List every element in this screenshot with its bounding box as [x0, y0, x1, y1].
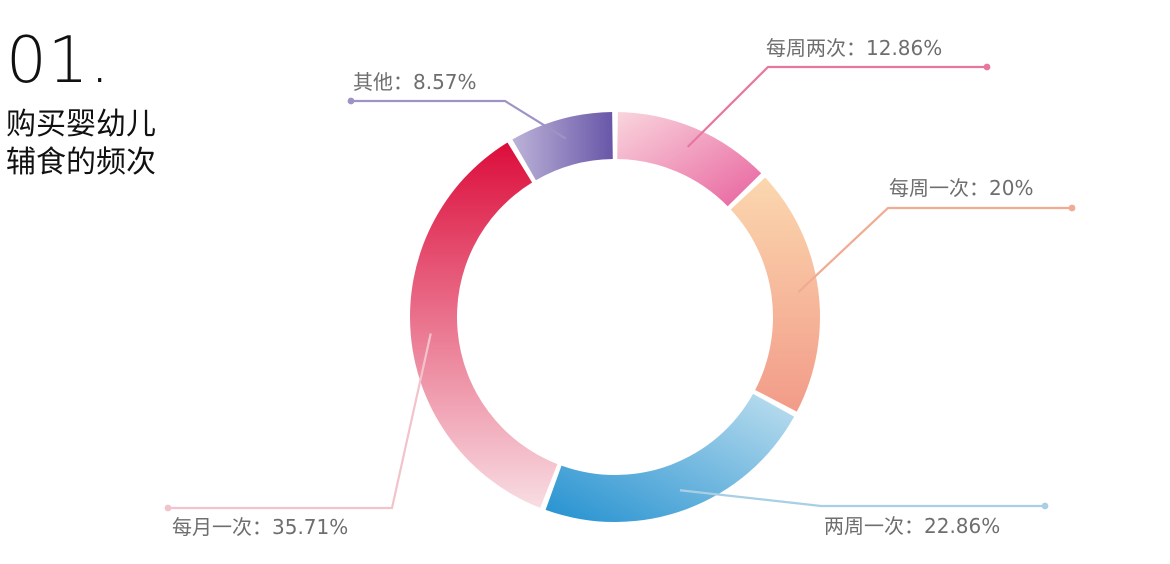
slice-两周一次 — [545, 393, 795, 523]
leader-dot-每周一次 — [1068, 204, 1076, 212]
labels-group: 每周两次：12.86% 每周一次：20% 两周一次：22.86% 每月一次：35.71… — [172, 36, 1033, 539]
data-label-每周一次: 每周一次：20% — [889, 176, 1033, 200]
section-number: 01. — [6, 24, 111, 98]
slice-每月一次 — [410, 142, 558, 508]
chart-title: 购买婴幼儿辅食的频次 — [6, 107, 156, 180]
leader-line-每周两次 — [686, 65, 987, 148]
leader-lines-group — [164, 63, 1076, 512]
leader-dot-每周两次 — [983, 63, 991, 71]
data-label-每月一次: 每月一次：35.71% — [172, 515, 348, 539]
slices-group — [410, 112, 820, 523]
slice-每周一次 — [730, 177, 820, 412]
leader-line-每周一次 — [797, 206, 1072, 294]
leader-line-其他 — [351, 99, 567, 140]
data-label-其他: 其他：8.57% — [353, 70, 477, 94]
leader-dot-每月一次 — [164, 504, 172, 512]
leader-dot-其他 — [347, 97, 355, 105]
chart-heading: 01. 购买婴幼儿辅食的频次 — [6, 22, 176, 182]
slice-其他 — [512, 112, 613, 181]
leader-line-两周一次 — [679, 489, 1045, 508]
leader-dot-两周一次 — [1041, 502, 1049, 510]
slice-每周两次 — [617, 112, 762, 207]
data-label-两周一次: 两周一次：22.86% — [824, 514, 1000, 538]
data-label-每周两次: 每周两次：12.86% — [766, 36, 942, 60]
leader-line-每月一次 — [168, 333, 432, 510]
